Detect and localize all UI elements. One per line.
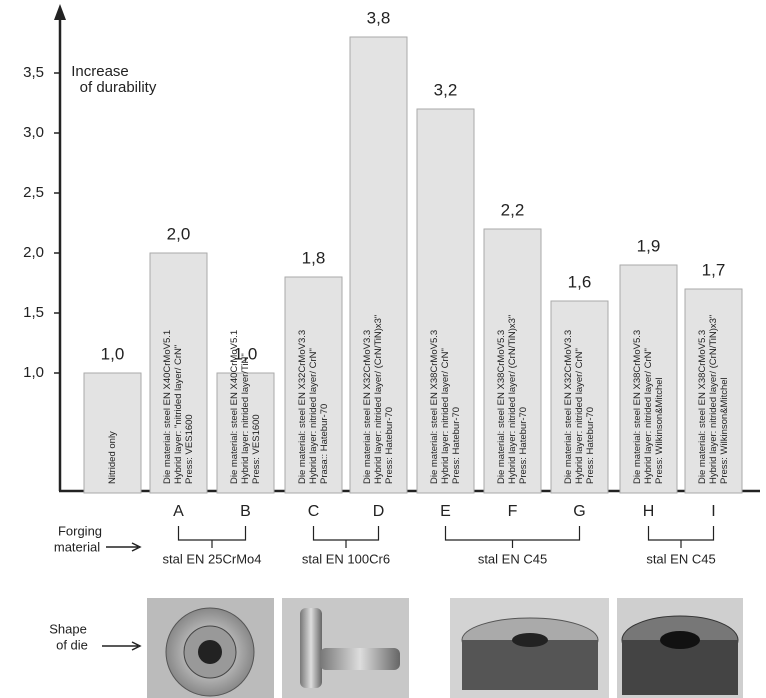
y-tick-label: 1,5 — [23, 304, 44, 321]
shape-label: of die — [56, 637, 88, 652]
arrow — [102, 642, 140, 650]
arrow — [106, 543, 140, 551]
x-tick-label: H — [643, 503, 655, 520]
x-tick-label: D — [373, 503, 385, 520]
bar-text: Die material: steel EN X40CrMoV5.1 — [229, 330, 240, 484]
group-bracket — [446, 526, 580, 548]
bar-text: Prasa:: Hatebur-70 — [319, 404, 330, 484]
bar-text: Hybrid layer: "nitrided layer/ CrN" — [173, 345, 184, 484]
value-label: 3,8 — [367, 8, 391, 27]
value-label: 1,9 — [637, 236, 661, 255]
y-axis-arrow — [54, 4, 66, 20]
value-label: 1,0 — [101, 344, 125, 363]
y-tick-label: 1,0 — [23, 364, 44, 381]
y-tick-label: 2,0 — [23, 244, 44, 261]
value-label: 1,6 — [568, 272, 592, 291]
group-label: stal EN C45 — [646, 551, 715, 566]
bar-text: Hybrid layer: nitrided layer/ (CrN/TiN)x… — [373, 315, 384, 484]
group-label: stal EN 100Cr6 — [302, 551, 390, 566]
photos — [147, 598, 743, 698]
y-axis-label: Increase — [71, 63, 129, 80]
bar-text: Press: VES1600 — [251, 414, 262, 484]
group-bracket — [314, 526, 379, 548]
bar-text: Hybrid layer: nitrided layer/TiN" — [240, 353, 251, 484]
group-bracket — [179, 526, 246, 548]
value-label: 2,0 — [167, 224, 191, 243]
bar-text: Die material: steel EN X40CrMoV5.1 — [162, 330, 173, 484]
group-label: stal EN C45 — [478, 551, 547, 566]
group-label: stal EN 25CrMo4 — [163, 551, 262, 566]
bar-text: Hybrid layer: nitrided layer/ (CrN/TiN)x… — [708, 315, 719, 484]
value-label: 3,2 — [434, 80, 458, 99]
value-label: 1,8 — [302, 248, 326, 267]
bar-text: Die material: steel EN X32CrMoV3.3 — [563, 330, 574, 484]
bar-text: Press: Wilkinson&Mitchel — [719, 377, 730, 484]
bar-text: Die material: steel EN X38CrMoV5.3 — [697, 330, 708, 484]
x-tick-label: C — [308, 503, 320, 520]
value-label: 2,2 — [501, 200, 525, 219]
group-bracket — [649, 526, 714, 548]
bar-text: Die material: steel EN X32CrMoV3.3 — [297, 330, 308, 484]
x-tick-label: I — [711, 503, 715, 520]
bar-text: Press: Hatebur-70 — [384, 407, 395, 484]
x-tick-label: E — [440, 503, 451, 520]
bar-text: Press: Wilkinson&Mitchel — [654, 377, 665, 484]
bar-text: Die material: steel EN X32CrMoV3.3 — [362, 330, 373, 484]
bar-text: Die material: steel EN X38CrMoV5.3 — [496, 330, 507, 484]
y-tick-label: 2,5 — [23, 184, 44, 201]
bar-text: Hybrid layer: nitrided layer/ CrN" — [308, 348, 319, 484]
bar-text: Hybrid layer: nitrided layer/ CrN" — [643, 348, 654, 484]
bar-text: Hybrid layer: nitrided layer/ CrN" — [440, 348, 451, 484]
chart: Increase of durability Forging material … — [0, 0, 766, 698]
bar-text: Press: Hatebur-70 — [585, 407, 596, 484]
bar-text: Press: Hatebur-70 — [451, 407, 462, 484]
value-label: 1,7 — [702, 260, 726, 279]
bar-text: Hybrid layer: nitrided layer/ CrN" — [574, 348, 585, 484]
x-tick-label: B — [240, 503, 251, 520]
shape-label: Shape — [49, 621, 87, 636]
y-axis-label: of durability — [80, 79, 157, 96]
y-tick-label: 3,0 — [23, 124, 44, 141]
bar-text: Die material: steel EN X38CrMoV5.3 — [429, 330, 440, 484]
bar-text: Press: Hatebur-70 — [518, 407, 529, 484]
y-tick-label: 3,5 — [23, 64, 44, 81]
bar-text: Press: VES1600 — [184, 414, 195, 484]
forging-label: material — [54, 539, 100, 554]
x-tick-label: A — [173, 503, 184, 520]
bar-text: Die material: steel EN X38CrMoV5.3 — [632, 330, 643, 484]
bar-text: Nitrided only — [107, 431, 118, 484]
forging-label: Forging — [58, 523, 102, 538]
x-tick-label: F — [508, 503, 518, 520]
x-tick-label: G — [573, 503, 585, 520]
bar-text: Hybrid layer: nitrided layer/ (CrN/TiN)x… — [507, 315, 518, 484]
